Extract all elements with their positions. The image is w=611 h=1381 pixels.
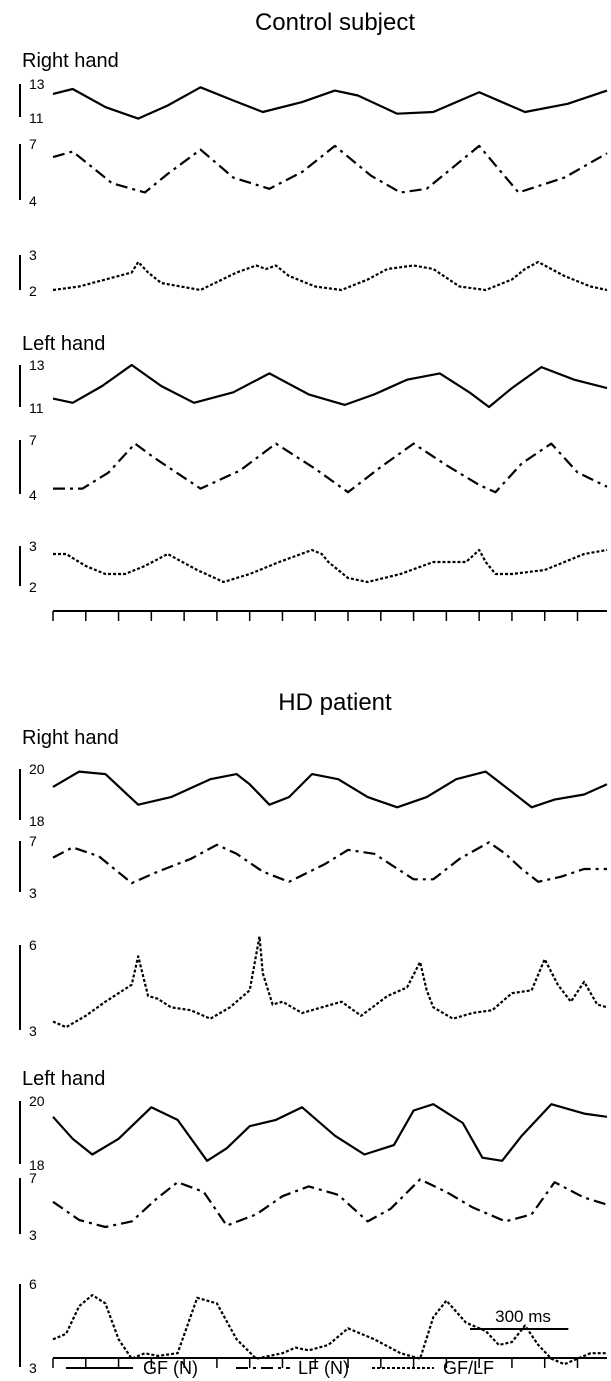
y-tick-label: 20: [29, 1093, 45, 1109]
trace-dotted: [53, 548, 608, 584]
trace-dashdot: [52, 1178, 608, 1229]
y-tick-label: 7: [29, 1170, 37, 1186]
panel-label: Left hand: [22, 1068, 105, 1090]
trace-dashdot: [53, 442, 608, 494]
y-tick-label: 2: [29, 283, 37, 299]
legend-label: LF (N): [298, 1358, 349, 1378]
y-tick-label: 13: [29, 76, 45, 92]
panel-label: Right hand: [22, 727, 119, 749]
y-tick-label: 3: [29, 247, 37, 263]
y-tick-label: 13: [29, 357, 45, 373]
y-tick-label: 7: [29, 833, 37, 849]
trace-dashdot: [52, 144, 608, 194]
y-tick-label: 18: [29, 1157, 45, 1173]
y-tick-label: 4: [29, 487, 37, 503]
y-tick-label: 7: [29, 432, 37, 448]
legend-label: GF/LF: [443, 1358, 494, 1378]
y-tick-label: 11: [29, 110, 44, 126]
time-scale-label: 300 ms: [495, 1307, 551, 1326]
trace-solid: [52, 770, 608, 809]
trace-dotted: [52, 935, 608, 1029]
y-tick-label: 3: [29, 1023, 37, 1039]
y-tick-label: 2: [29, 579, 37, 595]
panel-label: Left hand: [22, 333, 105, 355]
y-tick-label: 4: [29, 193, 37, 209]
y-tick-label: 3: [29, 1360, 37, 1376]
trace-solid: [52, 1103, 608, 1162]
group-title: HD patient: [278, 689, 392, 716]
y-tick-label: 6: [29, 937, 37, 953]
y-tick-label: 11: [29, 400, 44, 416]
y-tick-label: 3: [29, 1227, 37, 1243]
trace-dotted: [52, 260, 608, 292]
y-tick-label: 3: [29, 885, 37, 901]
panel-label: Right hand: [22, 50, 119, 72]
y-tick-label: 20: [29, 761, 45, 777]
y-tick-label: 7: [29, 136, 37, 152]
y-tick-label: 3: [29, 538, 37, 554]
trace-solid: [52, 86, 608, 120]
group-title: Control subject: [255, 9, 415, 36]
trace-solid: [52, 363, 608, 409]
legend-label: GF (N): [143, 1358, 198, 1378]
y-tick-label: 18: [29, 813, 45, 829]
y-tick-label: 6: [29, 1276, 37, 1292]
trace-dashdot: [52, 841, 607, 885]
